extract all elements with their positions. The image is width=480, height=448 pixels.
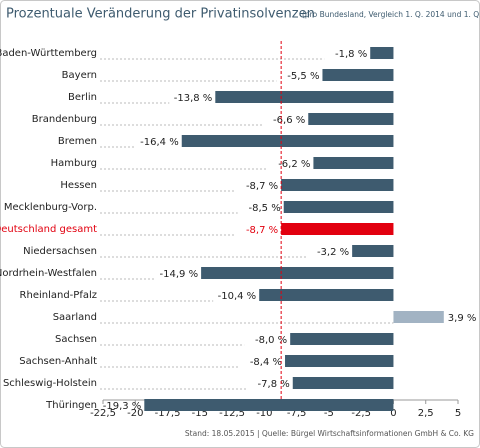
y-tick-label: Thüringen	[45, 400, 97, 411]
bar	[308, 113, 394, 125]
x-tick-label: -17,5	[155, 408, 181, 419]
value-label: -13,8 %	[174, 93, 213, 104]
value-label: 3,9 %	[448, 313, 477, 324]
bar	[283, 201, 394, 213]
value-label: -14,9 %	[160, 269, 199, 280]
bar	[281, 223, 394, 235]
bar	[144, 399, 394, 411]
value-label: -16,4 %	[140, 137, 179, 148]
bar	[313, 157, 394, 169]
bar	[290, 333, 394, 345]
y-tick-label: Sachsen-Anhalt	[19, 356, 97, 367]
y-tick-label: Nordrhein-Westfalen	[0, 268, 97, 279]
y-tick-label: Deutschland gesamt	[0, 224, 97, 235]
x-tick-label: -20	[127, 408, 143, 419]
bar	[281, 179, 394, 191]
value-label: -19,3 %	[103, 401, 142, 412]
x-tick-label: 5	[455, 408, 461, 419]
y-tick-label: Brandenburg	[32, 114, 97, 125]
value-label: -8,0 %	[255, 335, 287, 346]
y-tick-label: Hamburg	[51, 158, 97, 169]
bar	[285, 355, 394, 367]
x-tick-label: -15	[192, 408, 208, 419]
y-tick-label: Bremen	[58, 136, 97, 147]
y-tick-label: Hessen	[60, 180, 97, 191]
y-tick-label: Mecklenburg-Vorp.	[4, 202, 97, 213]
x-tick-label: 2,5	[418, 408, 434, 419]
x-tick-label: -12,5	[219, 408, 245, 419]
y-tick-label: Baden-Württemberg	[0, 48, 97, 59]
value-label: -7,8 %	[258, 379, 290, 390]
value-label: -8,5 %	[249, 203, 281, 214]
value-label: -5,5 %	[287, 71, 319, 82]
bar	[292, 377, 394, 389]
y-tick-label: Schleswig-Holstein	[3, 378, 97, 389]
y-tick-label: Rheinland-Pfalz	[20, 290, 97, 301]
bar	[259, 289, 394, 301]
chart-subtitle: (pro Bundesland, Vergleich 1. Q. 2014 un…	[302, 10, 480, 19]
x-tick-label: -2,5	[351, 408, 371, 419]
y-tick-label: Sachsen	[55, 334, 97, 345]
y-tick-label: Berlin	[68, 92, 97, 103]
y-tick-label: Bayern	[62, 70, 97, 81]
footer: Stand: 18.05.2015 | Quelle: Bürgel Wirts…	[185, 429, 474, 438]
y-tick-label: Saarland	[53, 312, 97, 323]
bar	[370, 47, 394, 59]
value-label: -8,7 %	[246, 225, 278, 236]
value-label: -6,2 %	[278, 159, 310, 170]
bar	[181, 135, 394, 147]
bar	[393, 311, 444, 323]
y-tick-label: Niedersachsen	[23, 246, 97, 257]
chart-title: Prozentuale Veränderung der Privatinsolv…	[6, 7, 315, 22]
x-tick-label: -10	[256, 408, 272, 419]
bar	[201, 267, 394, 279]
bar	[352, 245, 394, 257]
value-label: -1,8 %	[335, 49, 367, 60]
value-label: -3,2 %	[317, 247, 349, 258]
value-label: -8,4 %	[250, 357, 282, 368]
bar	[215, 91, 394, 103]
value-label: -6,6 %	[273, 115, 305, 126]
x-tick-label: -7,5	[287, 408, 307, 419]
x-tick-label: -5	[324, 408, 334, 419]
value-label: -8,7 %	[246, 181, 278, 192]
value-label: -10,4 %	[218, 291, 257, 302]
x-tick-label: 0	[390, 408, 396, 419]
x-tick-label: -22,5	[90, 408, 116, 419]
bar	[322, 69, 394, 81]
